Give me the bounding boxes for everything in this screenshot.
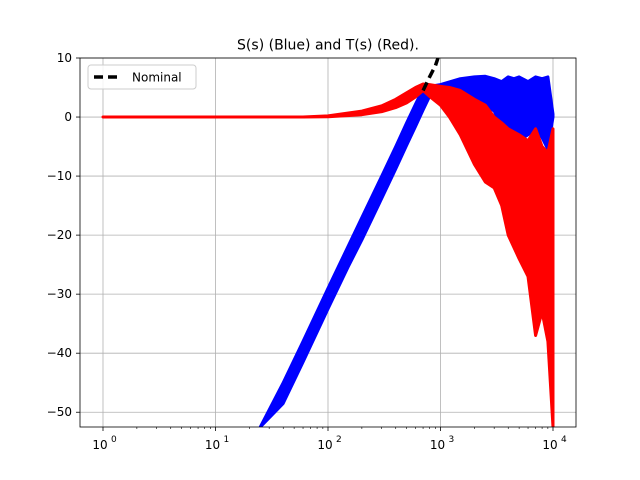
x-tick-exponent: 0 [111, 435, 117, 445]
y-tick-label: −40 [47, 346, 72, 360]
sensitivity-band [258, 74, 555, 427]
x-tick-exponent: 4 [561, 435, 567, 445]
axes: 10 0 10 1 10 2 10 3 10 4 10 0 −10 −20 −30 −40 −50 [47, 51, 577, 452]
y-tick-label: −30 [47, 287, 72, 301]
legend-label-nominal: Nominal [132, 71, 182, 85]
y-tick-label: 10 [57, 51, 72, 65]
y-tick-label: −20 [47, 228, 72, 242]
x-tick-exponent: 2 [336, 435, 342, 445]
y-tick-label: 0 [64, 110, 72, 124]
chart-title: S(s) (Blue) and T(s) (Red). [237, 38, 419, 54]
y-tick-label: −50 [47, 405, 72, 419]
complementary-band [101, 82, 555, 427]
x-tick-label: 10 [92, 438, 107, 452]
series-bands [101, 74, 555, 427]
series-lines [421, 58, 440, 92]
x-tick-label: 10 [542, 438, 557, 452]
plot-frame [79, 57, 577, 428]
legend: Nominal [87, 64, 197, 90]
y-tick-label: −10 [47, 169, 72, 183]
legend-box [87, 64, 197, 90]
x-tick-label: 10 [430, 438, 445, 452]
x-tick-exponent: 1 [224, 435, 230, 445]
x-tick-label: 10 [205, 438, 220, 452]
x-tick-label: 10 [317, 438, 332, 452]
x-tick-exponent: 3 [449, 435, 455, 445]
nominal-line [421, 58, 440, 92]
